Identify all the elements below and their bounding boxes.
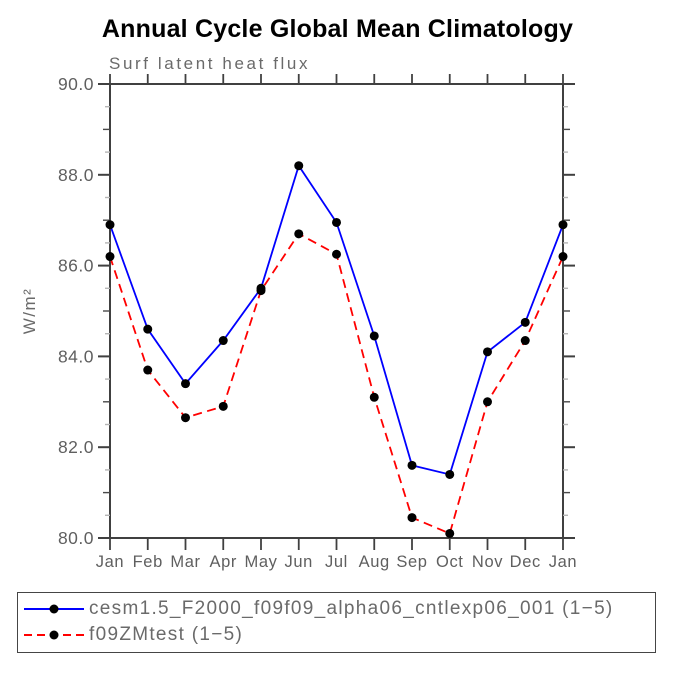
legend-label: f09ZMtest (1−5) — [89, 624, 244, 645]
data-point-marker — [218, 336, 228, 346]
x-tick-label: Jan — [96, 553, 124, 571]
x-tick-label: May — [245, 553, 278, 571]
data-point-marker — [105, 220, 115, 230]
data-point-marker — [558, 252, 568, 262]
x-tick-label: Aug — [359, 553, 390, 571]
y-tick-label: 82.0 — [58, 437, 94, 457]
x-tick-label: Oct — [436, 553, 463, 571]
x-tick-label: Apr — [210, 553, 237, 571]
legend-box: cesm1.5_F2000_f09f09_alpha06_cntlexp06_0… — [17, 592, 656, 653]
data-point-marker — [520, 336, 530, 346]
legend-line-sample-dashed — [24, 630, 84, 640]
plot-area: 80.0 82.0 84.0 86.0 88.0 90.0 Jan Feb Mar Apr May J… — [58, 74, 577, 571]
data-point-marker — [407, 513, 417, 523]
y-tick-label: 90.0 — [58, 74, 94, 94]
data-point-marker — [369, 331, 379, 341]
y-tick-label: 88.0 — [58, 165, 94, 185]
data-point-marker — [483, 397, 492, 407]
data-point-marker — [218, 401, 228, 411]
data-point-marker — [445, 528, 455, 538]
y-tick-label: 80.0 — [58, 528, 94, 548]
legend-marker-dot-icon — [49, 630, 59, 640]
legend-item-f09zmtest: f09ZMtest (1−5) — [23, 622, 655, 648]
data-point-marker — [181, 413, 190, 423]
data-point-marker — [143, 365, 153, 375]
x-tick-label: Sep — [396, 553, 427, 571]
data-point-marker — [558, 220, 568, 230]
legend-marker-dot-icon — [49, 604, 59, 614]
plot-box — [109, 83, 564, 539]
data-point-marker — [181, 379, 190, 389]
chart-subtitle: Surf latent heat flux — [109, 54, 311, 73]
legend-line-sample-solid — [24, 604, 84, 614]
data-point-marker — [256, 286, 266, 296]
data-point-marker — [105, 252, 115, 262]
data-point-marker — [294, 161, 304, 171]
chart-title: Annual Cycle Global Mean Climatology — [101, 15, 574, 43]
data-point-marker — [294, 229, 304, 239]
data-point-marker — [369, 392, 379, 402]
x-tick-label: Jan — [549, 553, 577, 571]
y-tick-label: 84.0 — [58, 346, 94, 366]
series-line-cesm1.5_F2000_f09f09_alpha06_cntlexp06_001 — [109, 163, 564, 476]
data-point-marker — [445, 469, 455, 479]
x-tick-label: Dec — [510, 553, 541, 571]
data-point-marker — [143, 324, 153, 334]
data-point-marker — [483, 347, 492, 357]
data-point-marker — [332, 249, 341, 259]
data-point-marker — [407, 460, 417, 470]
y-tick-label: 86.0 — [58, 256, 94, 276]
data-point-marker — [520, 317, 530, 327]
legend-item-cesm: cesm1.5_F2000_f09f09_alpha06_cntlexp06_0… — [23, 596, 655, 622]
x-tick-label: Feb — [133, 553, 163, 571]
x-tick-label: Nov — [472, 553, 503, 571]
x-tick-label: Jun — [285, 553, 313, 571]
series-line-f09ZMtest — [109, 232, 564, 535]
x-tick-label: Mar — [170, 553, 200, 571]
x-tick-label: Jul — [325, 553, 348, 571]
data-point-marker — [332, 217, 341, 227]
legend-label: cesm1.5_F2000_f09f09_alpha06_cntlexp06_0… — [89, 598, 614, 619]
